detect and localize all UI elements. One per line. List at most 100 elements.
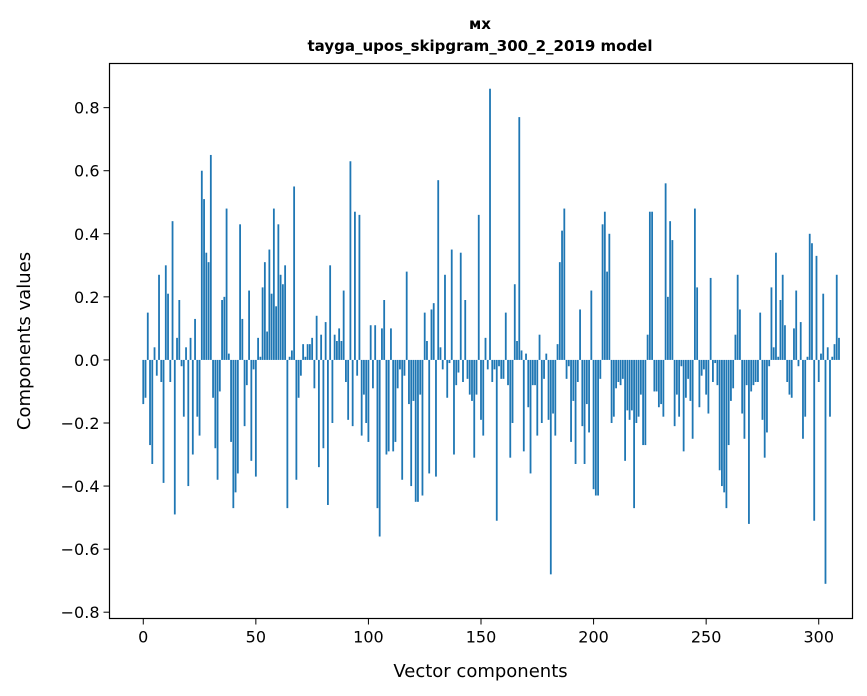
bar bbox=[182, 359, 185, 417]
chart-title: мх bbox=[469, 15, 491, 33]
bar bbox=[536, 359, 539, 436]
bar bbox=[664, 183, 667, 360]
bar bbox=[266, 331, 269, 360]
bar bbox=[495, 359, 498, 521]
bar bbox=[624, 359, 626, 461]
bar bbox=[493, 359, 496, 370]
bar bbox=[279, 274, 282, 360]
bar bbox=[570, 359, 572, 442]
x-tick-label: 200 bbox=[578, 628, 609, 647]
bar bbox=[504, 312, 507, 360]
bar bbox=[171, 221, 174, 360]
x-axis-label: Vector components bbox=[393, 661, 567, 682]
bar bbox=[806, 356, 809, 360]
bar bbox=[324, 322, 327, 360]
bar bbox=[277, 224, 280, 360]
bar bbox=[399, 359, 401, 370]
bar bbox=[644, 359, 647, 446]
bar bbox=[666, 296, 669, 360]
bar bbox=[633, 359, 635, 509]
y-tick-label: 0.4 bbox=[74, 225, 99, 244]
bar bbox=[775, 252, 777, 360]
bar bbox=[599, 359, 602, 379]
bar bbox=[248, 290, 250, 360]
bar bbox=[635, 359, 638, 423]
bar bbox=[675, 359, 678, 395]
bar bbox=[811, 243, 813, 360]
bar bbox=[169, 359, 172, 382]
bar bbox=[642, 359, 645, 446]
bar bbox=[567, 359, 570, 367]
bar bbox=[757, 359, 759, 382]
bar bbox=[372, 359, 374, 389]
bar bbox=[347, 359, 350, 420]
bar bbox=[509, 359, 512, 458]
bar bbox=[680, 359, 683, 367]
bar bbox=[243, 359, 246, 427]
bar bbox=[257, 337, 259, 360]
y-tick-label: −0.2 bbox=[61, 414, 100, 433]
bar bbox=[511, 359, 514, 423]
bar bbox=[617, 359, 620, 382]
bar bbox=[815, 255, 818, 360]
bar bbox=[786, 359, 789, 382]
bar bbox=[741, 359, 744, 414]
bar bbox=[153, 347, 156, 360]
bar bbox=[739, 309, 741, 360]
bar bbox=[734, 334, 737, 360]
chart-subtitle: tayga_upos_skipgram_300_2_2019 model bbox=[308, 37, 653, 55]
bar bbox=[385, 359, 388, 455]
bar bbox=[462, 359, 464, 382]
bar bbox=[795, 290, 798, 360]
bar bbox=[808, 233, 811, 360]
x-tick-label: 300 bbox=[803, 628, 834, 647]
bar bbox=[693, 208, 696, 360]
bar bbox=[297, 359, 300, 398]
bar bbox=[703, 359, 705, 370]
bar bbox=[725, 359, 728, 509]
bar bbox=[426, 341, 428, 360]
bar bbox=[838, 337, 840, 360]
bar bbox=[549, 359, 552, 575]
bar bbox=[721, 359, 723, 487]
bar bbox=[619, 359, 622, 386]
bar bbox=[430, 309, 433, 360]
bar bbox=[797, 359, 800, 367]
bar bbox=[234, 359, 237, 493]
bar bbox=[662, 359, 665, 417]
y-tick-label: −0.4 bbox=[61, 477, 100, 496]
bar bbox=[833, 344, 836, 360]
bar bbox=[745, 359, 748, 386]
bar bbox=[696, 287, 699, 360]
bar bbox=[349, 161, 352, 360]
bar bbox=[554, 359, 557, 436]
bar bbox=[149, 359, 151, 446]
bar bbox=[475, 359, 478, 395]
bar bbox=[561, 230, 563, 360]
bar bbox=[730, 359, 732, 401]
bar bbox=[601, 224, 604, 360]
bar bbox=[799, 322, 802, 360]
bar bbox=[209, 154, 212, 360]
bar bbox=[245, 359, 248, 386]
bar bbox=[194, 318, 196, 360]
bar bbox=[189, 337, 192, 360]
bar bbox=[178, 300, 181, 360]
bar bbox=[628, 359, 631, 420]
bar bbox=[527, 359, 530, 408]
bar bbox=[263, 262, 266, 360]
bar bbox=[158, 274, 160, 360]
bar bbox=[576, 359, 579, 382]
bar bbox=[529, 359, 532, 474]
bar bbox=[813, 359, 816, 521]
bar bbox=[338, 328, 341, 360]
bar bbox=[236, 359, 239, 474]
bar bbox=[214, 359, 217, 449]
bar bbox=[545, 353, 548, 360]
bar bbox=[327, 359, 329, 505]
bar bbox=[304, 356, 307, 360]
bar bbox=[682, 359, 685, 452]
bar bbox=[700, 359, 703, 376]
bar bbox=[484, 337, 487, 360]
